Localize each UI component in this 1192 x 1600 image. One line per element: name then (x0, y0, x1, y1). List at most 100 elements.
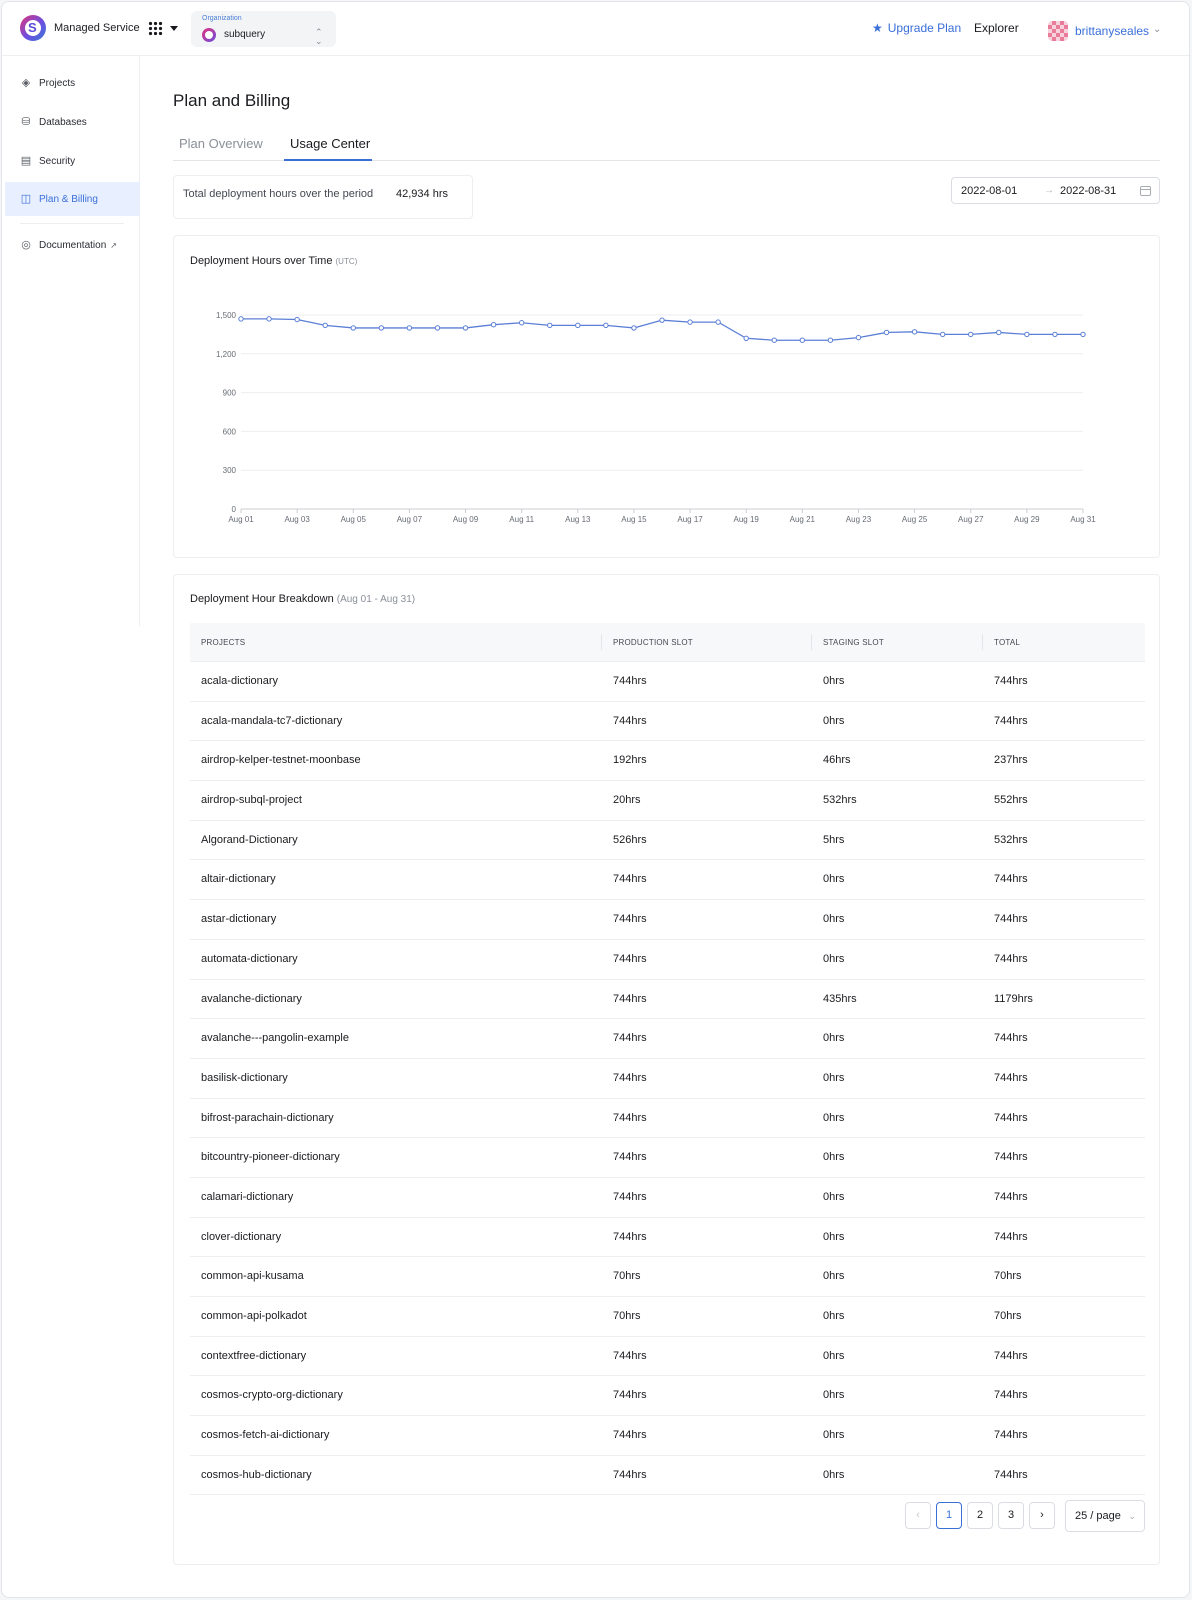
data-point (434, 325, 441, 331)
cell-project: calamari-dictionary (201, 1190, 294, 1203)
data-point (996, 329, 1002, 336)
subquery-logo-icon[interactable] (20, 15, 46, 41)
cell-production-slot: 744hrs (613, 1151, 647, 1164)
column-header-projects: PROJECTS (201, 638, 246, 647)
cell-staging-slot: 532hrs (823, 794, 857, 807)
cell-staging-slot: 0hrs (823, 1270, 845, 1283)
chevron-down-icon: ⌄ (1128, 1511, 1136, 1521)
table-row: cosmos-fetch-ai-dictionary 744hrs 0hrs 744h… (190, 1416, 1145, 1456)
data-point (939, 331, 946, 338)
data-point (631, 325, 637, 331)
table-row: cosmos-hub-dictionary 744hrs 0hrs 744hrs (190, 1456, 1145, 1496)
x-tick-label: Aug 15 (621, 515, 647, 524)
upgrade-plan-link[interactable]: ★ Upgrade Plan (872, 21, 961, 35)
caret-down-icon (170, 26, 178, 31)
cell-production-slot: 744hrs (613, 1111, 647, 1124)
date-start-input[interactable]: 2022-08-01 (961, 185, 1018, 197)
y-tick-label: 1,200 (216, 350, 237, 359)
cell-staging-slot: 0hrs (823, 1111, 845, 1124)
chart-title-text: Deployment Hours over Time (190, 255, 333, 267)
x-tick-label: Aug 29 (1014, 515, 1040, 524)
data-point (518, 320, 525, 326)
x-tick-label: Aug 23 (846, 515, 872, 524)
page-button-1[interactable]: 1 (936, 1502, 962, 1529)
table-row: avalanche---pangolin-example 744hrs 0hrs 74… (190, 1019, 1145, 1059)
next-page-button[interactable]: › (1029, 1502, 1055, 1529)
cell-project: airdrop-kelper-testnet-moonbase (201, 754, 361, 767)
cell-total: 744hrs (994, 1032, 1028, 1045)
y-tick-label: 300 (223, 466, 237, 475)
y-tick-label: 0 (232, 505, 237, 514)
data-point (462, 325, 469, 331)
cell-total: 744hrs (994, 1429, 1028, 1442)
total-hours-value: 42,934 hrs (396, 188, 448, 200)
table-row: airdrop-subql-project 20hrs 532hrs 552hrs (190, 781, 1145, 821)
chart-subtitle: (UTC) (335, 257, 358, 266)
column-divider (982, 634, 983, 650)
page-size-select[interactable]: 25 / page ⌄ (1065, 1500, 1145, 1532)
data-point (799, 337, 806, 343)
upgrade-plan-label: Upgrade Plan (887, 21, 962, 35)
y-tick-label: 1,500 (216, 311, 237, 320)
x-tick-label: Aug 05 (341, 515, 367, 524)
sidebar-item-projects[interactable]: ◈ Projects (5, 66, 140, 100)
sidebar-item-databases[interactable]: ⛁ Databases (5, 105, 140, 139)
cell-staging-slot: 0hrs (823, 675, 845, 687)
brand-name[interactable]: Managed Service (54, 22, 140, 34)
cell-production-slot: 744hrs (613, 1429, 647, 1442)
cell-production-slot: 70hrs (613, 1270, 641, 1283)
cell-production-slot: 744hrs (613, 1468, 647, 1481)
calendar-icon (1140, 186, 1151, 196)
cell-project: cosmos-hub-dictionary (201, 1468, 312, 1481)
tab-usage-center[interactable]: Usage Center (290, 136, 371, 151)
table-row: bitcountry-pioneer-dictionary 744hrs 0hrs 7… (190, 1138, 1145, 1178)
sidebar-item-label: Databases (39, 117, 87, 128)
cell-staging-slot: 0hrs (823, 1349, 845, 1362)
sidebar-item-label: Projects (39, 78, 76, 89)
column-divider (601, 634, 602, 650)
cell-project: altair-dictionary (201, 873, 276, 886)
sidebar-item-label: Documentation (39, 240, 107, 251)
tab-plan-overview[interactable]: Plan Overview (179, 136, 263, 151)
x-tick-label: Aug 09 (453, 515, 479, 524)
organization-selector[interactable]: Organization subquery ⌃ ⌄ (191, 11, 336, 47)
cell-total: 237hrs (994, 754, 1028, 767)
data-point (547, 322, 553, 329)
cell-staging-slot: 0hrs (823, 1071, 845, 1084)
cell-project: acala-mandala-tc7-dictionary (201, 714, 343, 727)
cell-staging-slot: 0hrs (823, 913, 845, 926)
breakdown-title-text: Deployment Hour Breakdown (190, 593, 334, 605)
cell-staging-slot: 0hrs (823, 1032, 845, 1045)
table-row: automata-dictionary 744hrs 0hrs 744hrs (190, 940, 1145, 980)
sidebar-item-plan-billing[interactable]: ◫ Plan & Billing (5, 182, 140, 216)
total-hours-card: Total deployment hours over the period 4… (173, 175, 473, 219)
prev-page-button[interactable]: ‹ (905, 1502, 931, 1529)
x-tick-label: Aug 27 (958, 515, 984, 524)
date-range-picker[interactable]: 2022-08-01 → 2022-08-31 (951, 177, 1160, 204)
cell-project: airdrop-subql-project (201, 794, 302, 807)
column-header-total: TOTAL (994, 638, 1021, 647)
avatar (1048, 21, 1068, 41)
cell-total: 744hrs (994, 714, 1028, 727)
data-point (883, 329, 890, 336)
table-row: clover-dictionary 744hrs 0hrs 744hrs (190, 1218, 1145, 1258)
y-tick-label: 600 (223, 427, 237, 436)
x-tick-label: Aug 03 (284, 515, 310, 524)
apps-menu-button[interactable] (148, 20, 184, 38)
explorer-link[interactable]: Explorer (974, 21, 1019, 35)
cell-production-slot: 20hrs (613, 794, 641, 807)
data-point (968, 331, 974, 338)
cell-total: 744hrs (994, 1111, 1028, 1124)
sidebar-item-security[interactable]: ▤ Security (5, 144, 140, 178)
cell-staging-slot: 435hrs (823, 992, 857, 1005)
data-point (603, 322, 609, 329)
date-end-input[interactable]: 2022-08-31 (1060, 185, 1117, 197)
page-button-3[interactable]: 3 (998, 1502, 1024, 1529)
page-button-2[interactable]: 2 (967, 1502, 993, 1529)
breakdown-title: Deployment Hour Breakdown (Aug 01 - Aug … (190, 593, 415, 605)
data-point (1024, 331, 1030, 338)
star-icon: ★ (872, 21, 883, 35)
sidebar-item-documentation[interactable]: ◎ Documentation ↗ (5, 228, 140, 262)
table-row: acala-mandala-tc7-dictionary 744hrs 0hrs 74… (190, 702, 1145, 742)
cell-project: avalanche---pangolin-example (201, 1032, 349, 1045)
